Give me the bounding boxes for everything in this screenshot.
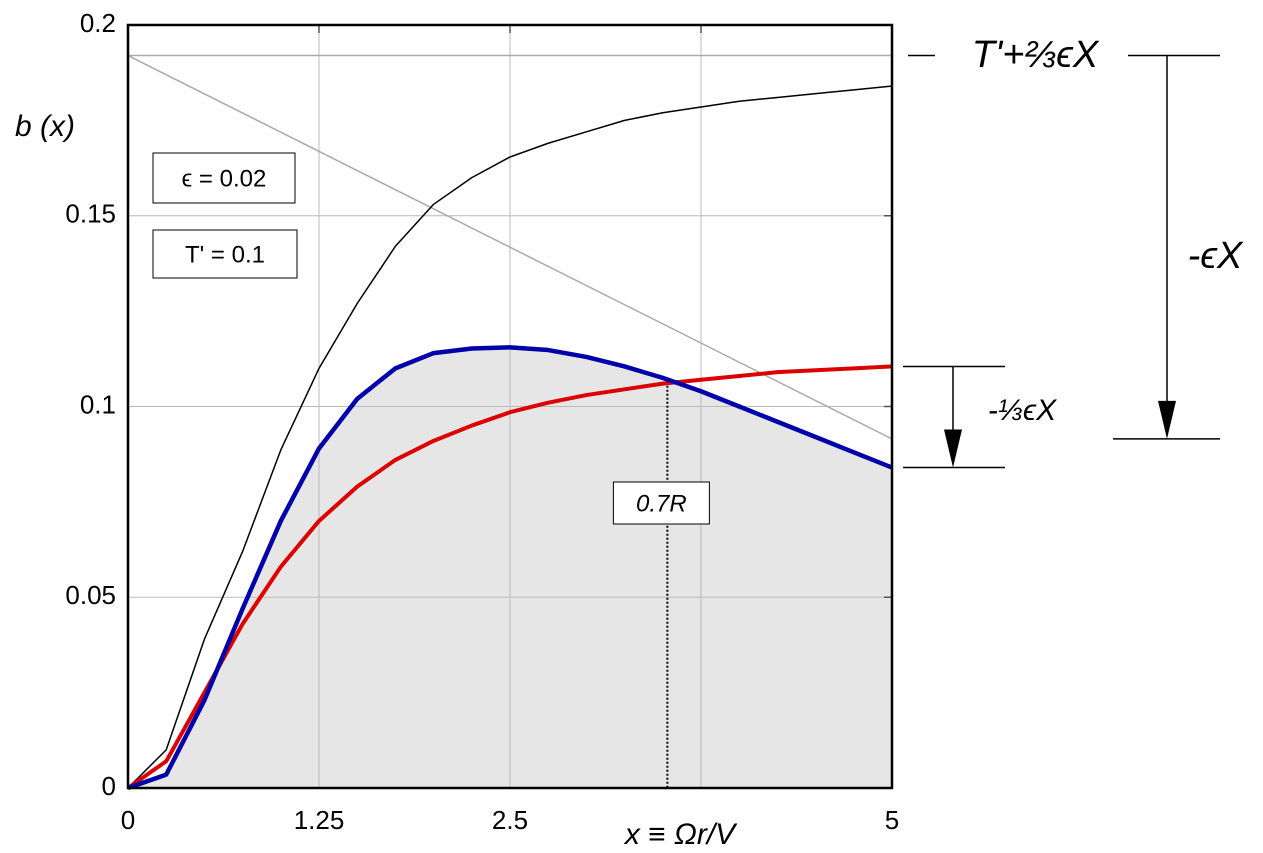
- bracket-label: T'+⅔ϵX: [972, 34, 1100, 76]
- y-axis-label: b (x): [15, 110, 75, 143]
- series-line: [127, 85, 893, 789]
- x-tick-label: 2.5: [492, 805, 528, 835]
- x-tick-label: 1.25: [294, 805, 345, 835]
- bracket-arrow-label: -⅓ϵX: [988, 394, 1057, 427]
- x-axis-label: x ≡ Ωr/V: [623, 818, 738, 851]
- series-line: [126, 364, 893, 790]
- y-tick-label: 0.05: [65, 580, 116, 610]
- param-label: T' = 0.1: [185, 241, 265, 268]
- y-tick-label: 0.15: [65, 199, 116, 229]
- arrow-head: [944, 429, 962, 468]
- series-line: [127, 345, 893, 791]
- y-tick-label: 0.2: [80, 8, 116, 38]
- marker-box: [612, 481, 710, 525]
- plot-frame: [126, 23, 894, 790]
- y-tick-label: 0: [102, 771, 116, 801]
- bracket-arrow-label: -ϵX: [1188, 235, 1244, 277]
- param-box: [152, 152, 296, 204]
- x-tick-label: 0: [121, 805, 135, 835]
- param-label: ϵ = 0.02: [182, 165, 267, 192]
- param-box: [152, 229, 298, 279]
- y-tick-label: 0.1: [80, 389, 116, 419]
- marker-label: 0.7R: [636, 490, 687, 517]
- x-tick-label: 5: [885, 805, 899, 835]
- arrow-head: [1158, 400, 1176, 439]
